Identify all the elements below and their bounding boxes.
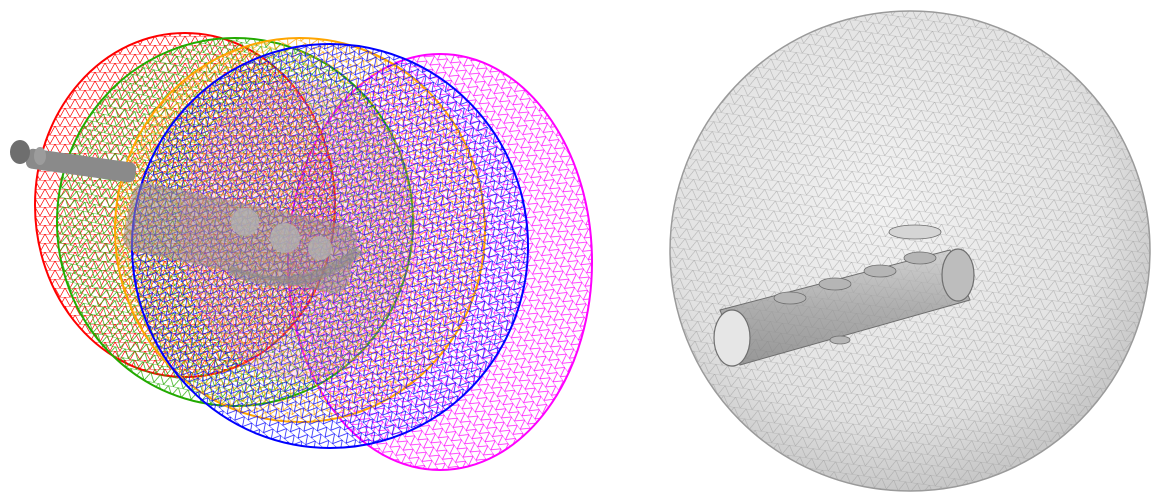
shaft-object xyxy=(10,140,364,294)
right-mesh-render xyxy=(669,10,1151,492)
right-panel-sphere-mesh xyxy=(640,0,1173,502)
sphere-mesh-lines xyxy=(670,11,1150,491)
embedded-cylinder xyxy=(713,224,975,367)
left-mesh-render xyxy=(10,32,593,471)
left-panel-mesh-overlay xyxy=(10,32,593,471)
sphere-outline xyxy=(669,10,1151,492)
